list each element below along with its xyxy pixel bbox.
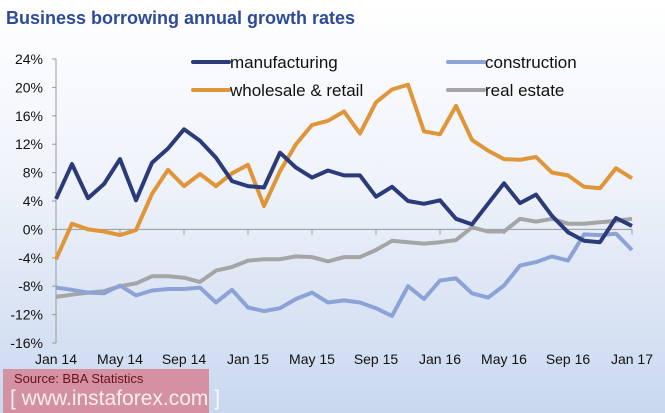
x-tick-label: May 16 — [481, 351, 527, 367]
series-line-manufacturing — [54, 127, 633, 245]
y-tick-label: 24% — [15, 51, 43, 67]
x-tick-label: May 14 — [97, 351, 143, 367]
y-tick-label: 8% — [23, 165, 43, 181]
x-tick-label: Sep 16 — [546, 351, 591, 367]
watermark-logo: [ www.instaforex.com ] — [10, 387, 221, 410]
x-tick-label: Sep 15 — [354, 351, 399, 367]
x-tick-label: Jan 14 — [35, 351, 77, 367]
legend-label: wholesale & retail — [229, 81, 363, 100]
y-tick-label: -4% — [18, 250, 43, 266]
legend-label: manufacturing — [230, 53, 338, 72]
y-tick-label: -12% — [10, 307, 43, 323]
chart-title: Business borrowing annual growth rates — [6, 8, 356, 28]
y-tick-label: 0% — [23, 221, 43, 237]
x-tick-label: May 15 — [289, 351, 335, 367]
y-tick-label: 20% — [15, 79, 43, 95]
y-tick-label: 4% — [23, 193, 43, 209]
watermark-box — [3, 369, 209, 413]
source-note: Source: BBA Statistics — [14, 371, 144, 386]
legend-label: real estate — [485, 81, 564, 100]
x-tick-label: Jan 17 — [611, 351, 653, 367]
x-tick-label: Sep 14 — [162, 351, 207, 367]
y-tick-label: -16% — [10, 335, 43, 351]
y-tick-label: 16% — [15, 108, 43, 124]
series-line-wholesale-retail — [54, 82, 634, 261]
legend-label: construction — [485, 53, 577, 72]
series-line-construction — [55, 231, 634, 318]
y-tick-label: -8% — [18, 278, 43, 294]
series-line-real-estate — [55, 216, 633, 299]
x-tick-label: Jan 16 — [419, 351, 461, 367]
x-tick-label: Jan 15 — [227, 351, 269, 367]
y-tick-label: 12% — [15, 136, 43, 152]
